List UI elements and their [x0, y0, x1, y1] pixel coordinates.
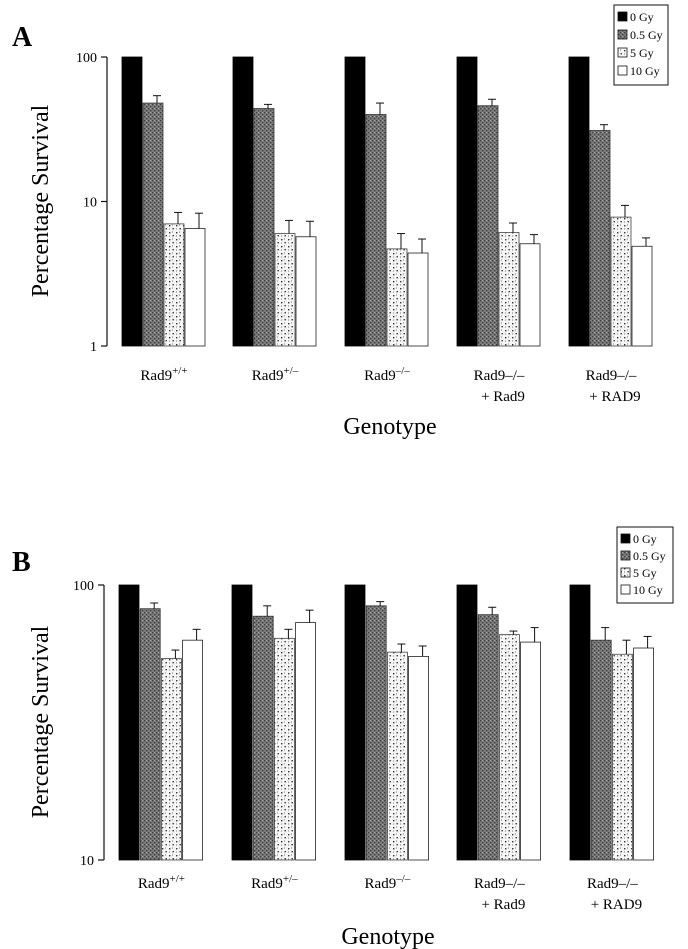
y-tick-label: 1 — [90, 340, 97, 355]
legend-swatch-5-gy — [617, 47, 628, 58]
bar-05-gy-3 — [365, 114, 387, 347]
category-label-1: Rad9+/+ — [138, 873, 185, 892]
legend-label-10-gy: 10 Gy — [633, 583, 663, 597]
bar-0-gy-2 — [231, 584, 253, 861]
bar-10-gy-5 — [631, 245, 653, 347]
bar-05-gy-4 — [477, 614, 499, 861]
bar-10-gy-1 — [184, 228, 206, 347]
category-label-5: Rad9–/– — [586, 368, 637, 384]
bar-0-gy-5 — [568, 56, 590, 347]
category-label-3: Rad9–/– — [365, 873, 411, 892]
bar-10-gy-1 — [182, 639, 204, 861]
panel-a-y-ticks: 1 10 100 — [76, 51, 107, 355]
bar-10-gy-3 — [407, 252, 429, 347]
panel-b-bars — [118, 584, 654, 861]
bar-10-gy-2 — [295, 236, 317, 347]
panel-b-category-labels: Rad9+/+ Rad9+/– Rad9–/– Rad9–/– + Rad9 Rad9–/… — [138, 873, 642, 913]
bar-5-gy-3 — [386, 248, 408, 347]
bar-5-gy-2 — [274, 233, 296, 347]
bar-05-gy-5 — [590, 639, 612, 861]
y-tick-label: 10 — [80, 854, 94, 869]
legend-swatch-05-gy — [617, 29, 628, 40]
legend-label-05-gy: 0.5 Gy — [630, 28, 663, 42]
bar-5-gy-5 — [612, 653, 633, 861]
bar-05-gy-1 — [142, 102, 164, 347]
bar-0-gy-3 — [344, 56, 366, 347]
legend-swatch-0-gy — [620, 533, 631, 544]
bar-0-gy-1 — [118, 584, 140, 861]
bar-5-gy-5 — [610, 216, 632, 347]
panel-a-x-axis-title: Genotype — [343, 414, 436, 440]
panel-a-bars — [121, 56, 653, 347]
panel-b-label: B — [12, 547, 31, 578]
category-label-5-line2: + RAD9 — [589, 389, 640, 405]
category-label-2: Rad9+/– — [251, 873, 298, 892]
category-label-3: Rad9–/– — [364, 365, 410, 384]
bar-0-gy-4 — [456, 56, 478, 347]
bar-0-gy-4 — [456, 584, 478, 861]
panel-b-y-axis-title: Percentage Survival — [28, 625, 54, 818]
bar-05-gy-3 — [365, 605, 387, 861]
legend-swatch-5-gy — [620, 567, 631, 578]
panel-a-label: A — [12, 22, 33, 53]
category-label-4-line2: + Rad9 — [481, 389, 525, 405]
panel-b-y-ticks: 10 100 — [73, 579, 104, 869]
bar-10-gy-2 — [295, 622, 317, 861]
panel-a-y-axis-title: Percentage Survival — [28, 104, 54, 297]
legend-label-0-gy: 0 Gy — [633, 532, 657, 546]
bar-0-gy-2 — [232, 56, 254, 347]
legend-label-0-gy: 0 Gy — [630, 10, 654, 24]
y-tick-label: 10 — [83, 196, 97, 211]
bar-5-gy-1 — [163, 223, 185, 347]
panel-b-legend: 0 Gy 0.5 Gy 5 Gy 10 Gy — [616, 526, 674, 604]
category-label-1: Rad9+/+ — [140, 365, 187, 384]
category-label-4: Rad9–/– — [474, 368, 525, 384]
panel-b-error-bars — [150, 601, 652, 659]
category-label-4-line2: + Rad9 — [481, 897, 525, 913]
bar-05-gy-2 — [252, 615, 274, 861]
bar-10-gy-3 — [408, 656, 430, 861]
category-label-4: Rad9–/– — [474, 876, 525, 892]
bar-5-gy-4 — [498, 232, 520, 347]
bar-05-gy-2 — [253, 108, 275, 347]
category-label-5-line2: + RAD9 — [591, 897, 642, 913]
legend-swatch-10-gy — [620, 584, 631, 595]
legend-label-5-gy: 5 Gy — [633, 566, 657, 580]
panel-a-legend: 0 Gy 0.5 Gy 5 Gy 10 Gy — [613, 4, 669, 86]
category-label-5: Rad9–/– — [587, 876, 638, 892]
panel-a-category-labels: Rad9+/+ Rad9+/– Rad9–/– Rad9–/– + Rad9 Rad9–/… — [140, 365, 640, 405]
legend-label-10-gy: 10 Gy — [630, 64, 660, 78]
panel-b-x-axis-title: Genotype — [341, 924, 434, 949]
bar-0-gy-3 — [344, 584, 366, 861]
legend-label-05-gy: 0.5 Gy — [633, 549, 666, 563]
legend-label-5-gy: 5 Gy — [630, 46, 654, 60]
y-tick-label: 100 — [76, 51, 97, 66]
bar-10-gy-4 — [519, 243, 541, 347]
legend-swatch-10-gy — [617, 65, 628, 76]
bar-0-gy-5 — [569, 584, 591, 861]
bar-05-gy-1 — [139, 608, 161, 861]
category-label-2: Rad9+/– — [252, 365, 299, 384]
legend-swatch-0-gy — [617, 11, 628, 22]
panel-a-error-bars — [153, 95, 650, 254]
bar-5-gy-2 — [273, 637, 295, 861]
bar-5-gy-3 — [386, 651, 408, 861]
bar-0-gy-1 — [121, 56, 143, 347]
bar-05-gy-4 — [477, 105, 499, 347]
bar-10-gy-5 — [633, 647, 654, 861]
legend-swatch-05-gy — [620, 550, 631, 561]
bar-05-gy-5 — [589, 130, 611, 347]
bar-5-gy-1 — [160, 658, 182, 861]
y-tick-label: 100 — [73, 579, 94, 594]
bar-10-gy-4 — [520, 641, 541, 861]
bar-5-gy-4 — [498, 634, 520, 861]
